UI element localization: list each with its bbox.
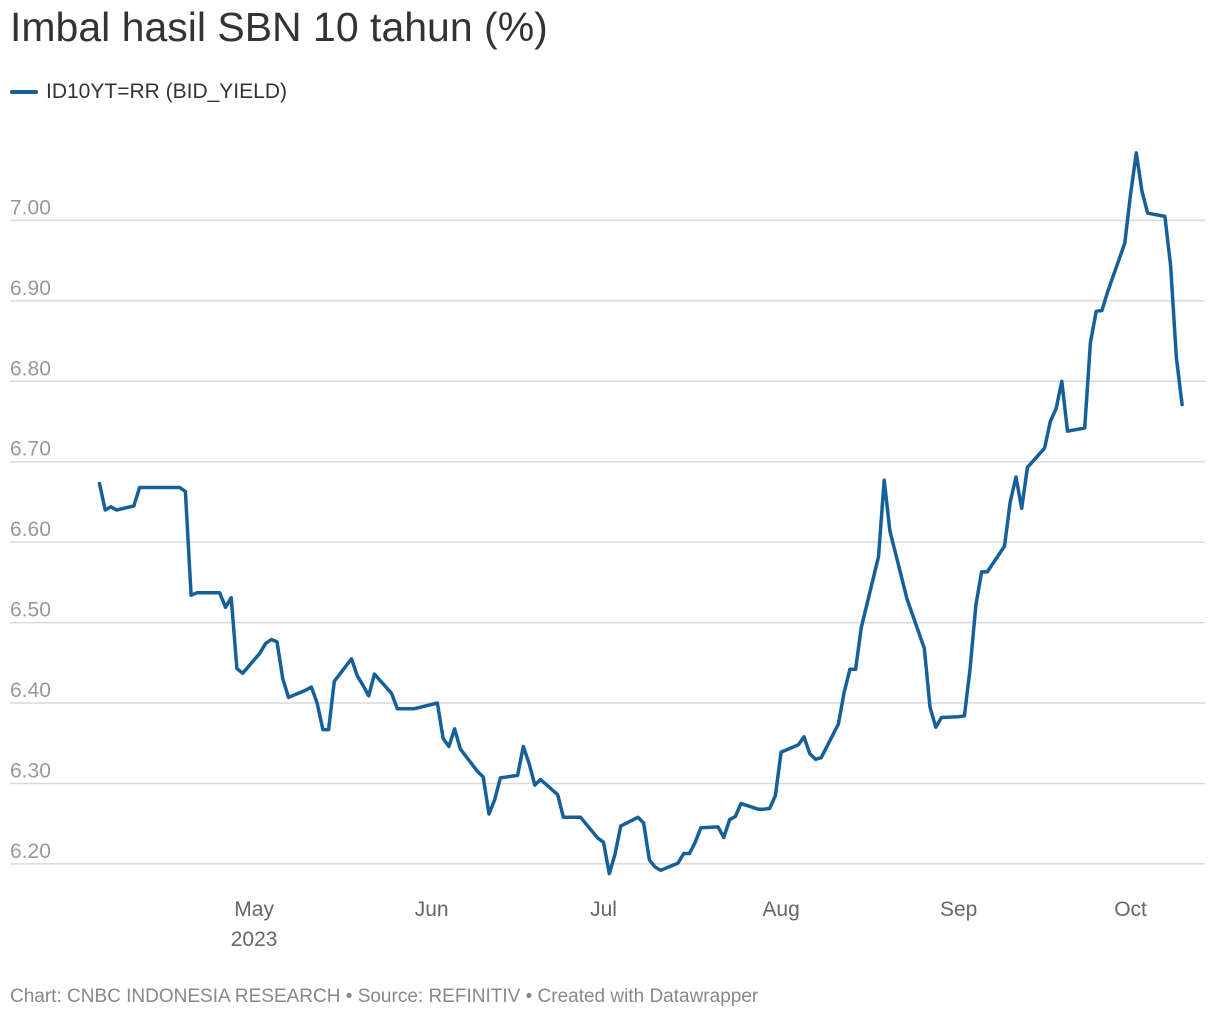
y-tick-label: 6.80: [10, 357, 51, 380]
y-tick-label: 6.50: [10, 599, 51, 622]
y-tick-label: 6.40: [10, 679, 51, 702]
footer-source: Source: REFINITIV: [357, 986, 521, 1007]
series-line: [97, 151, 1184, 876]
legend-swatch: [10, 90, 38, 94]
x-tick-label: Oct: [1114, 898, 1147, 921]
x-tick-label: Jun: [415, 898, 449, 921]
y-tick-label: 6.90: [10, 277, 51, 300]
x-tick-label: Jul: [590, 898, 617, 921]
x-axis-ticks: May 2023 Jun Jul Aug Sep Oct: [231, 898, 1147, 951]
footer-credit: Chart: CNBC INDONESIA RESEARCH: [10, 986, 341, 1007]
x-tick-label: Sep: [940, 898, 977, 921]
footer: Chart: CNBC INDONESIA RESEARCH • Source:…: [10, 986, 758, 1008]
series-layer: [97, 151, 1184, 876]
y-tick-label: 6.70: [10, 438, 51, 461]
legend: ID10YT=RR (BID_YIELD): [10, 80, 287, 104]
chart-title: Imbal hasil SBN 10 tahun (%): [10, 4, 548, 50]
y-axis-ticks: 6.20 6.30 6.40 6.50 6.60 6.70 6.80 6.90 7.00: [10, 196, 51, 862]
y-tick-label: 7.00: [10, 196, 51, 219]
legend-label-series: ID10YT=RR (BID_YIELD): [46, 80, 287, 103]
y-tick-label: 6.20: [10, 840, 51, 863]
x-tick-label: Aug: [762, 898, 799, 921]
footer-created: Created with Datawrapper: [537, 986, 759, 1007]
footer-separator: •: [520, 986, 538, 1007]
x-tick-sublabel: 2023: [231, 928, 278, 951]
footer-separator: •: [340, 986, 358, 1007]
y-tick-label: 6.30: [10, 759, 51, 782]
y-tick-label: 6.60: [10, 518, 51, 541]
x-tick-label: May: [234, 898, 274, 921]
